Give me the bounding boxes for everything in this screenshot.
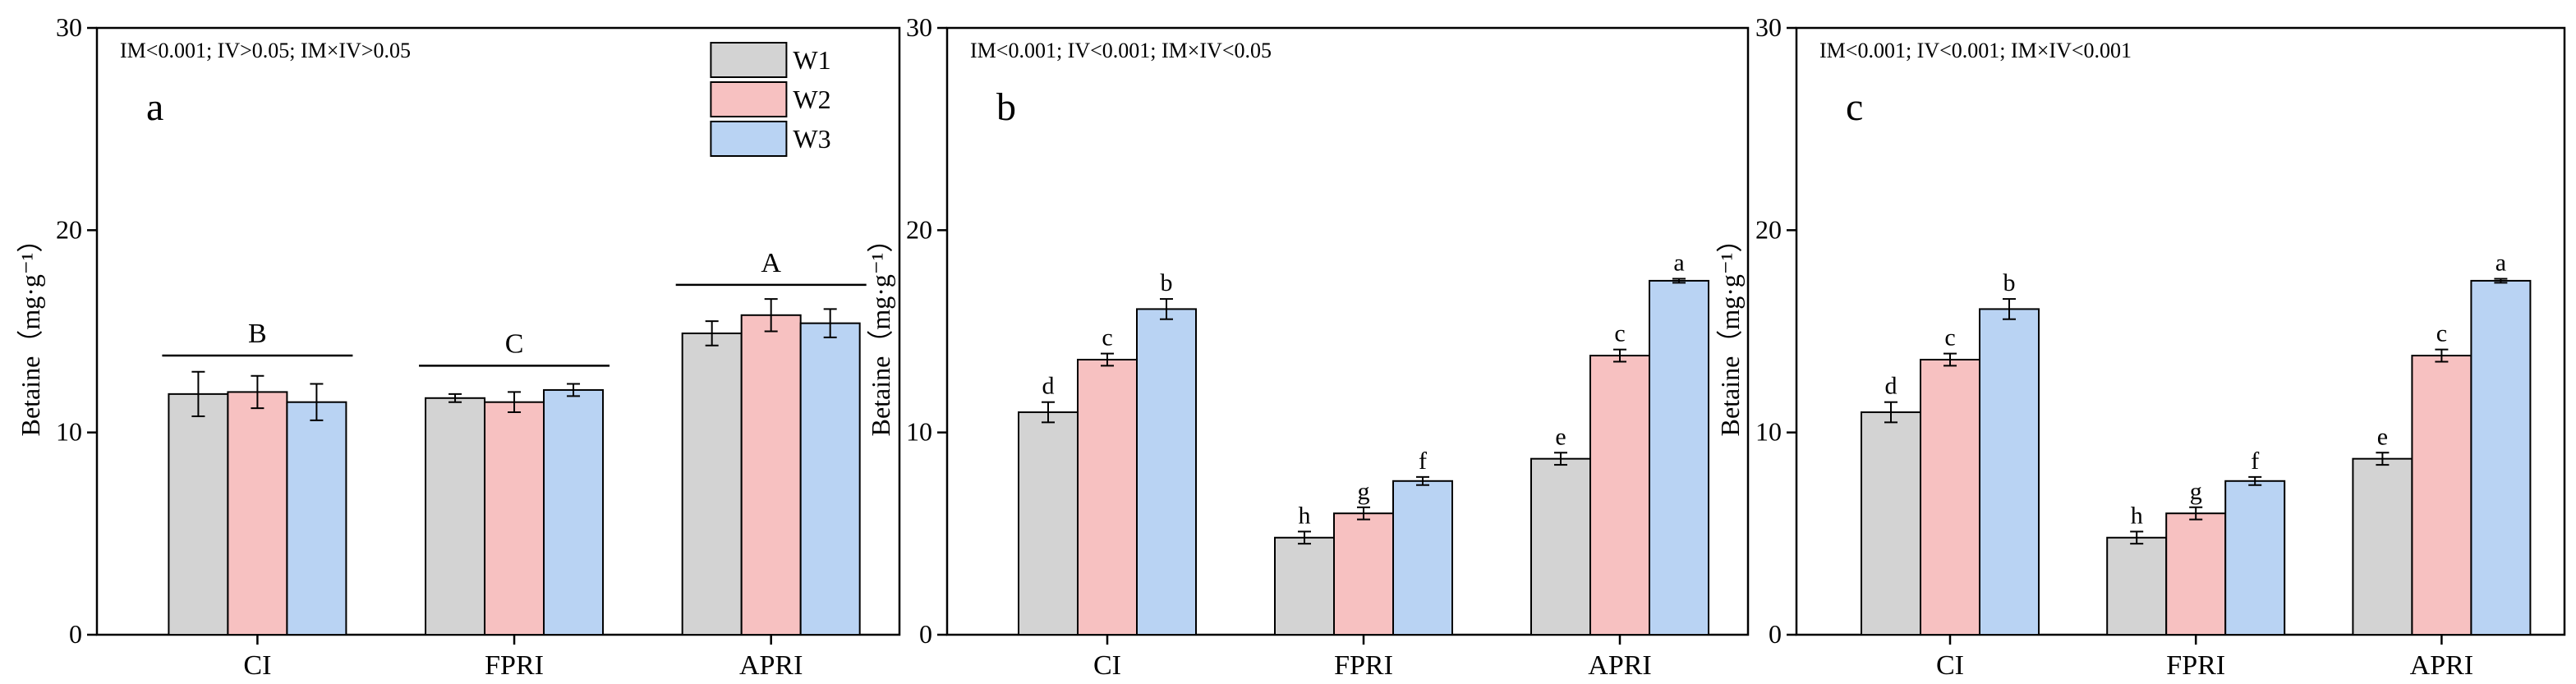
panel-label: b xyxy=(996,85,1016,129)
bar-w1-apri xyxy=(681,332,743,636)
y-tick-label: 10 xyxy=(1755,417,1782,447)
y-tick-label: 20 xyxy=(1755,214,1782,244)
legend-label-w1: W1 xyxy=(793,45,830,75)
significance-letter: g xyxy=(2190,478,2202,505)
significance-letter: g xyxy=(1358,478,1370,505)
bar-w1-fpri xyxy=(1274,536,1335,636)
panel-label: c xyxy=(1846,85,1863,129)
stats-annotation: IM<0.001; IV<0.001; IM×IV<0.05 xyxy=(970,39,1272,62)
bar-w3-ci xyxy=(1136,308,1197,636)
x-tick-label: FPRI xyxy=(1334,650,1393,681)
bar-w1-ci xyxy=(1018,411,1079,636)
significance-letter: d xyxy=(1885,373,1898,400)
significance-letter: e xyxy=(2377,423,2388,450)
x-tick-label: APRI xyxy=(739,650,803,681)
bar-w3-apri xyxy=(799,322,861,636)
bar-w2-apri xyxy=(2411,355,2472,636)
bar-w3-ci xyxy=(286,401,347,636)
bar-w3-apri xyxy=(2470,279,2532,636)
significance-letter: b xyxy=(1161,269,1173,296)
y-tick-label: 0 xyxy=(69,619,82,649)
y-tick-label: 0 xyxy=(1769,619,1782,649)
bar-w3-fpri xyxy=(1392,480,1453,636)
legend-swatch-w3 xyxy=(710,121,788,157)
group-letter: B xyxy=(248,319,267,349)
panel-label: a xyxy=(146,85,163,129)
x-tick-label: FPRI xyxy=(2166,650,2225,681)
significance-letter: c xyxy=(1614,320,1625,347)
bar-w3-fpri xyxy=(543,388,605,636)
x-tick-label: CI xyxy=(243,650,271,681)
bar-w1-fpri xyxy=(2106,536,2168,636)
y-tick-label: 30 xyxy=(1755,12,1782,42)
bar-w2-fpri xyxy=(1333,512,1394,636)
y-tick-label: 10 xyxy=(56,417,82,447)
significance-letter: h xyxy=(2131,502,2143,529)
y-tick-label: 0 xyxy=(919,619,932,649)
stats-annotation: IM<0.001; IV<0.001; IM×IV<0.001 xyxy=(1819,39,2132,62)
bar-w1-apri xyxy=(2352,457,2413,636)
chart-legend: W1 W2 W3 xyxy=(710,42,831,157)
x-tick-label: FPRI xyxy=(485,650,544,681)
significance-letter: f xyxy=(1419,448,1427,475)
y-tick-label: 10 xyxy=(906,417,932,447)
significance-letter: b xyxy=(2003,269,2016,296)
bar-w1-ci xyxy=(1861,411,1921,636)
bar-w2-ci xyxy=(1920,358,1980,636)
bar-w1-fpri xyxy=(425,397,486,636)
group-letter: C xyxy=(505,328,524,359)
bar-w2-fpri xyxy=(2165,512,2227,636)
group-letter: A xyxy=(761,248,781,278)
bar-w1-ci xyxy=(168,392,229,636)
bar-w1-apri xyxy=(1530,457,1591,636)
bar-w3-ci xyxy=(1979,308,2040,636)
legend-swatch-w2 xyxy=(710,81,788,117)
legend-label-w3: W3 xyxy=(793,124,830,154)
chart-panel-a: 0 10 20 30 Betaine（mg·g⁻¹） IM<0.001; IV>0.05;… xyxy=(16,12,901,681)
bar-w2-fpri xyxy=(484,401,545,636)
x-tick-label: CI xyxy=(1936,650,1964,681)
bar-w2-apri xyxy=(1589,355,1650,636)
y-axis-label: Betaine（mg·g⁻¹） xyxy=(16,227,45,437)
stats-annotation: IM<0.001; IV>0.05; IM×IV>0.05 xyxy=(120,39,411,62)
significance-letter: f xyxy=(2251,448,2259,475)
chart-panel-b: 0 10 20 30 Betaine（mg·g⁻¹） IM<0.001; IV<0.001… xyxy=(866,12,1750,681)
significance-letter: c xyxy=(1102,324,1112,351)
significance-letter: d xyxy=(1042,373,1055,400)
significance-letter: a xyxy=(2496,249,2506,276)
y-tick-label: 20 xyxy=(906,214,932,244)
significance-letter: h xyxy=(1299,502,1311,529)
x-tick-label: APRI xyxy=(1588,650,1651,681)
significance-letter: e xyxy=(1555,423,1566,450)
significance-letter: c xyxy=(2436,320,2447,347)
x-tick-label: APRI xyxy=(2410,650,2473,681)
bar-w3-apri xyxy=(1649,279,1709,636)
y-tick-label: 30 xyxy=(56,12,82,42)
bar-w3-fpri xyxy=(2224,480,2286,636)
legend-label-w2: W2 xyxy=(793,85,830,114)
bar-w2-ci xyxy=(1077,358,1138,636)
significance-letter: a xyxy=(1673,249,1684,276)
bar-w2-ci xyxy=(227,391,288,636)
y-tick-label: 20 xyxy=(56,214,82,244)
significance-letter: c xyxy=(1944,324,1955,351)
legend-swatch-w1 xyxy=(710,42,788,78)
chart-panel-c: 0 10 20 30 Betaine（mg·g⁻¹） IM<0.001; IV<0.001… xyxy=(1715,12,2566,681)
y-tick-label: 30 xyxy=(906,12,932,42)
bar-w2-apri xyxy=(740,314,802,636)
x-tick-label: CI xyxy=(1093,650,1121,681)
y-axis-label: Betaine（mg·g⁻¹） xyxy=(866,227,895,437)
y-axis-label: Betaine（mg·g⁻¹） xyxy=(1715,227,1745,437)
